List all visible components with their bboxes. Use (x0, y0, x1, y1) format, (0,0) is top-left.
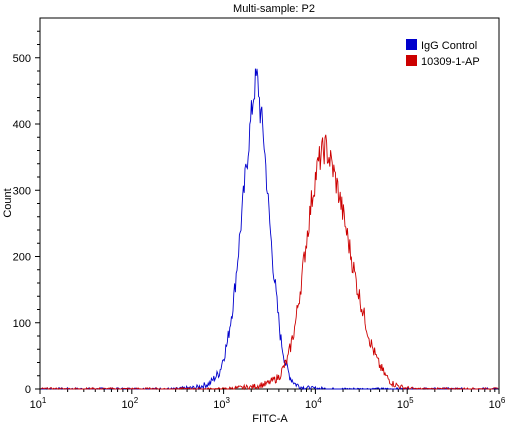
y-axis-ticks: 0 100 200 300 400 500 (13, 30, 40, 396)
y-axis-label: Count (2, 188, 14, 217)
x-tick-label: 105 (397, 396, 414, 411)
series-layer (40, 68, 499, 391)
x-tick-label: 101 (30, 396, 47, 411)
legend-swatch-igg-control (406, 39, 417, 50)
legend-swatch-10309-1-ap (406, 55, 417, 66)
series-line-1 (40, 134, 499, 391)
legend-label-10309-1-ap: 10309-1-AP (421, 56, 480, 68)
x-tick-label: 102 (121, 396, 138, 411)
legend: IgG Control 10309-1-AP (406, 39, 480, 68)
series-line-0 (40, 68, 499, 391)
y-tick-label: 0 (25, 384, 31, 396)
y-tick-label: 400 (13, 119, 31, 131)
y-tick-label: 300 (13, 185, 31, 197)
x-tick-label: 103 (213, 396, 230, 411)
y-tick-label: 500 (13, 53, 31, 65)
y-tick-label: 100 (13, 318, 31, 330)
x-axis-ticks: 101 102 103 104 105 106 (30, 389, 506, 411)
chart-title: Multi-sample: P2 (233, 3, 315, 15)
plot-frame (39, 17, 500, 390)
legend-label-igg-control: IgG Control (421, 40, 477, 52)
x-tick-label: 106 (489, 396, 506, 411)
y-tick-label: 200 (13, 252, 31, 264)
x-axis-label: FITC-A (252, 413, 288, 425)
x-tick-label: 104 (305, 396, 322, 411)
